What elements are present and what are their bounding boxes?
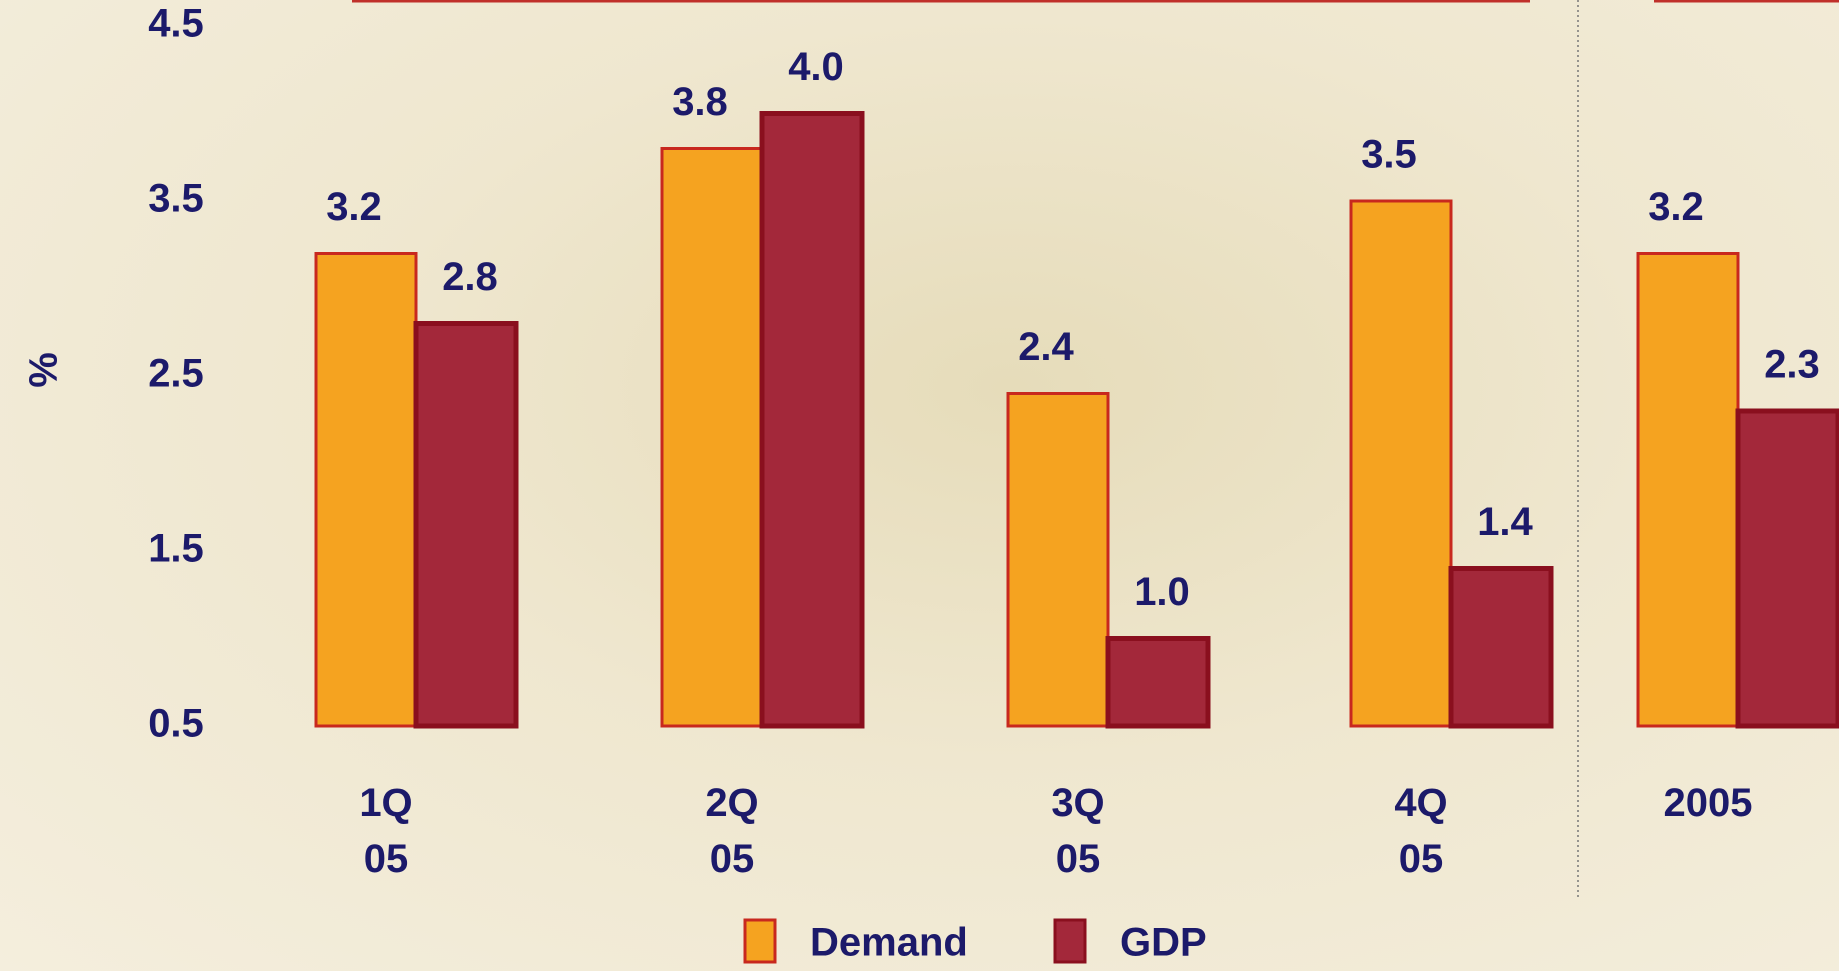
bar: [1108, 639, 1208, 727]
page: % 0.5 1.5 2.5 3.5 4.5 3.2 2.8 3.8 4.0 2.4 1.0 3.5 1.…: [0, 0, 1839, 971]
bar: [1738, 411, 1838, 726]
bar: [1451, 569, 1551, 727]
legend-label: GDP: [1120, 921, 1207, 965]
value-label: 1.4: [1477, 500, 1533, 544]
legend-swatch: [1055, 920, 1085, 962]
y-tick-label: 0.5: [148, 702, 204, 746]
x-tick-label: 1Q 05: [286, 775, 486, 887]
value-label: 3.8: [672, 80, 728, 124]
value-label: 3.2: [326, 185, 382, 229]
bar: [316, 254, 416, 727]
value-label: 2.4: [1018, 325, 1074, 369]
value-label: 4.0: [788, 45, 844, 89]
y-tick-label: 3.5: [148, 177, 204, 221]
x-tick-label: 4Q 05: [1321, 775, 1521, 887]
x-tick-label: 3Q 05: [978, 775, 1178, 887]
bar: [1008, 394, 1108, 727]
bar: [1638, 254, 1738, 727]
x-tick-label: 2Q 05: [632, 775, 832, 887]
legend-swatch: [745, 920, 775, 962]
bar: [416, 324, 516, 727]
y-axis-label: %: [20, 352, 64, 388]
value-label: 3.5: [1361, 133, 1417, 177]
value-label: 2.8: [442, 255, 498, 299]
value-label: 1.0: [1134, 570, 1190, 614]
chart: % 0.5 1.5 2.5 3.5 4.5 3.2 2.8 3.8 4.0 2.4 1.0 3.5 1.…: [0, 0, 1839, 971]
value-label: 2.3: [1764, 343, 1820, 387]
y-tick-label: 2.5: [148, 352, 204, 396]
bar: [1351, 201, 1451, 726]
bar: [662, 149, 762, 727]
y-tick-label: 4.5: [148, 2, 204, 46]
y-tick-label: 1.5: [148, 527, 204, 571]
bar: [762, 114, 862, 727]
x-tick-label: 2005: [1608, 775, 1808, 831]
legend-label: Demand: [810, 921, 968, 965]
value-label: 3.2: [1648, 185, 1704, 229]
